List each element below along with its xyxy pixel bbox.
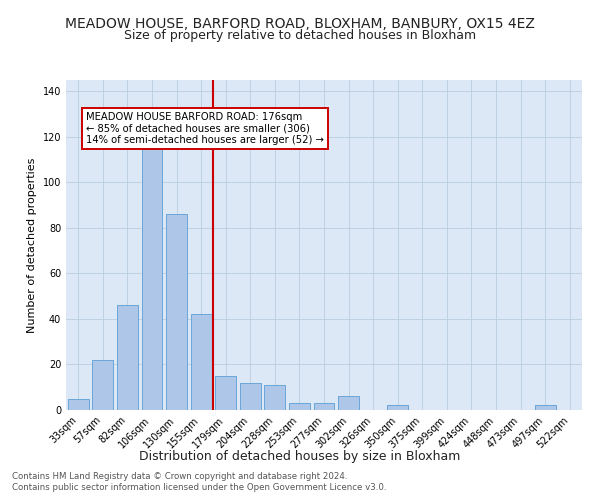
Bar [289, 403, 310, 410]
Text: Contains HM Land Registry data © Crown copyright and database right 2024.: Contains HM Land Registry data © Crown c… [12, 472, 347, 481]
Bar [265, 385, 286, 410]
Bar [92, 360, 113, 410]
Bar [387, 406, 408, 410]
Text: Distribution of detached houses by size in Bloxham: Distribution of detached houses by size … [139, 450, 461, 463]
Bar [240, 382, 261, 410]
Text: Size of property relative to detached houses in Bloxham: Size of property relative to detached ho… [124, 29, 476, 42]
Bar [215, 376, 236, 410]
Y-axis label: Number of detached properties: Number of detached properties [27, 158, 37, 332]
Text: Contains public sector information licensed under the Open Government Licence v3: Contains public sector information licen… [12, 483, 386, 492]
Bar [166, 214, 187, 410]
Bar [314, 403, 334, 410]
Bar [142, 148, 163, 410]
Bar [191, 314, 212, 410]
Text: MEADOW HOUSE BARFORD ROAD: 176sqm
← 85% of detached houses are smaller (306)
14%: MEADOW HOUSE BARFORD ROAD: 176sqm ← 85% … [86, 112, 323, 145]
Text: MEADOW HOUSE, BARFORD ROAD, BLOXHAM, BANBURY, OX15 4EZ: MEADOW HOUSE, BARFORD ROAD, BLOXHAM, BAN… [65, 18, 535, 32]
Bar [535, 406, 556, 410]
Bar [117, 306, 138, 410]
Bar [338, 396, 359, 410]
Bar [68, 398, 89, 410]
